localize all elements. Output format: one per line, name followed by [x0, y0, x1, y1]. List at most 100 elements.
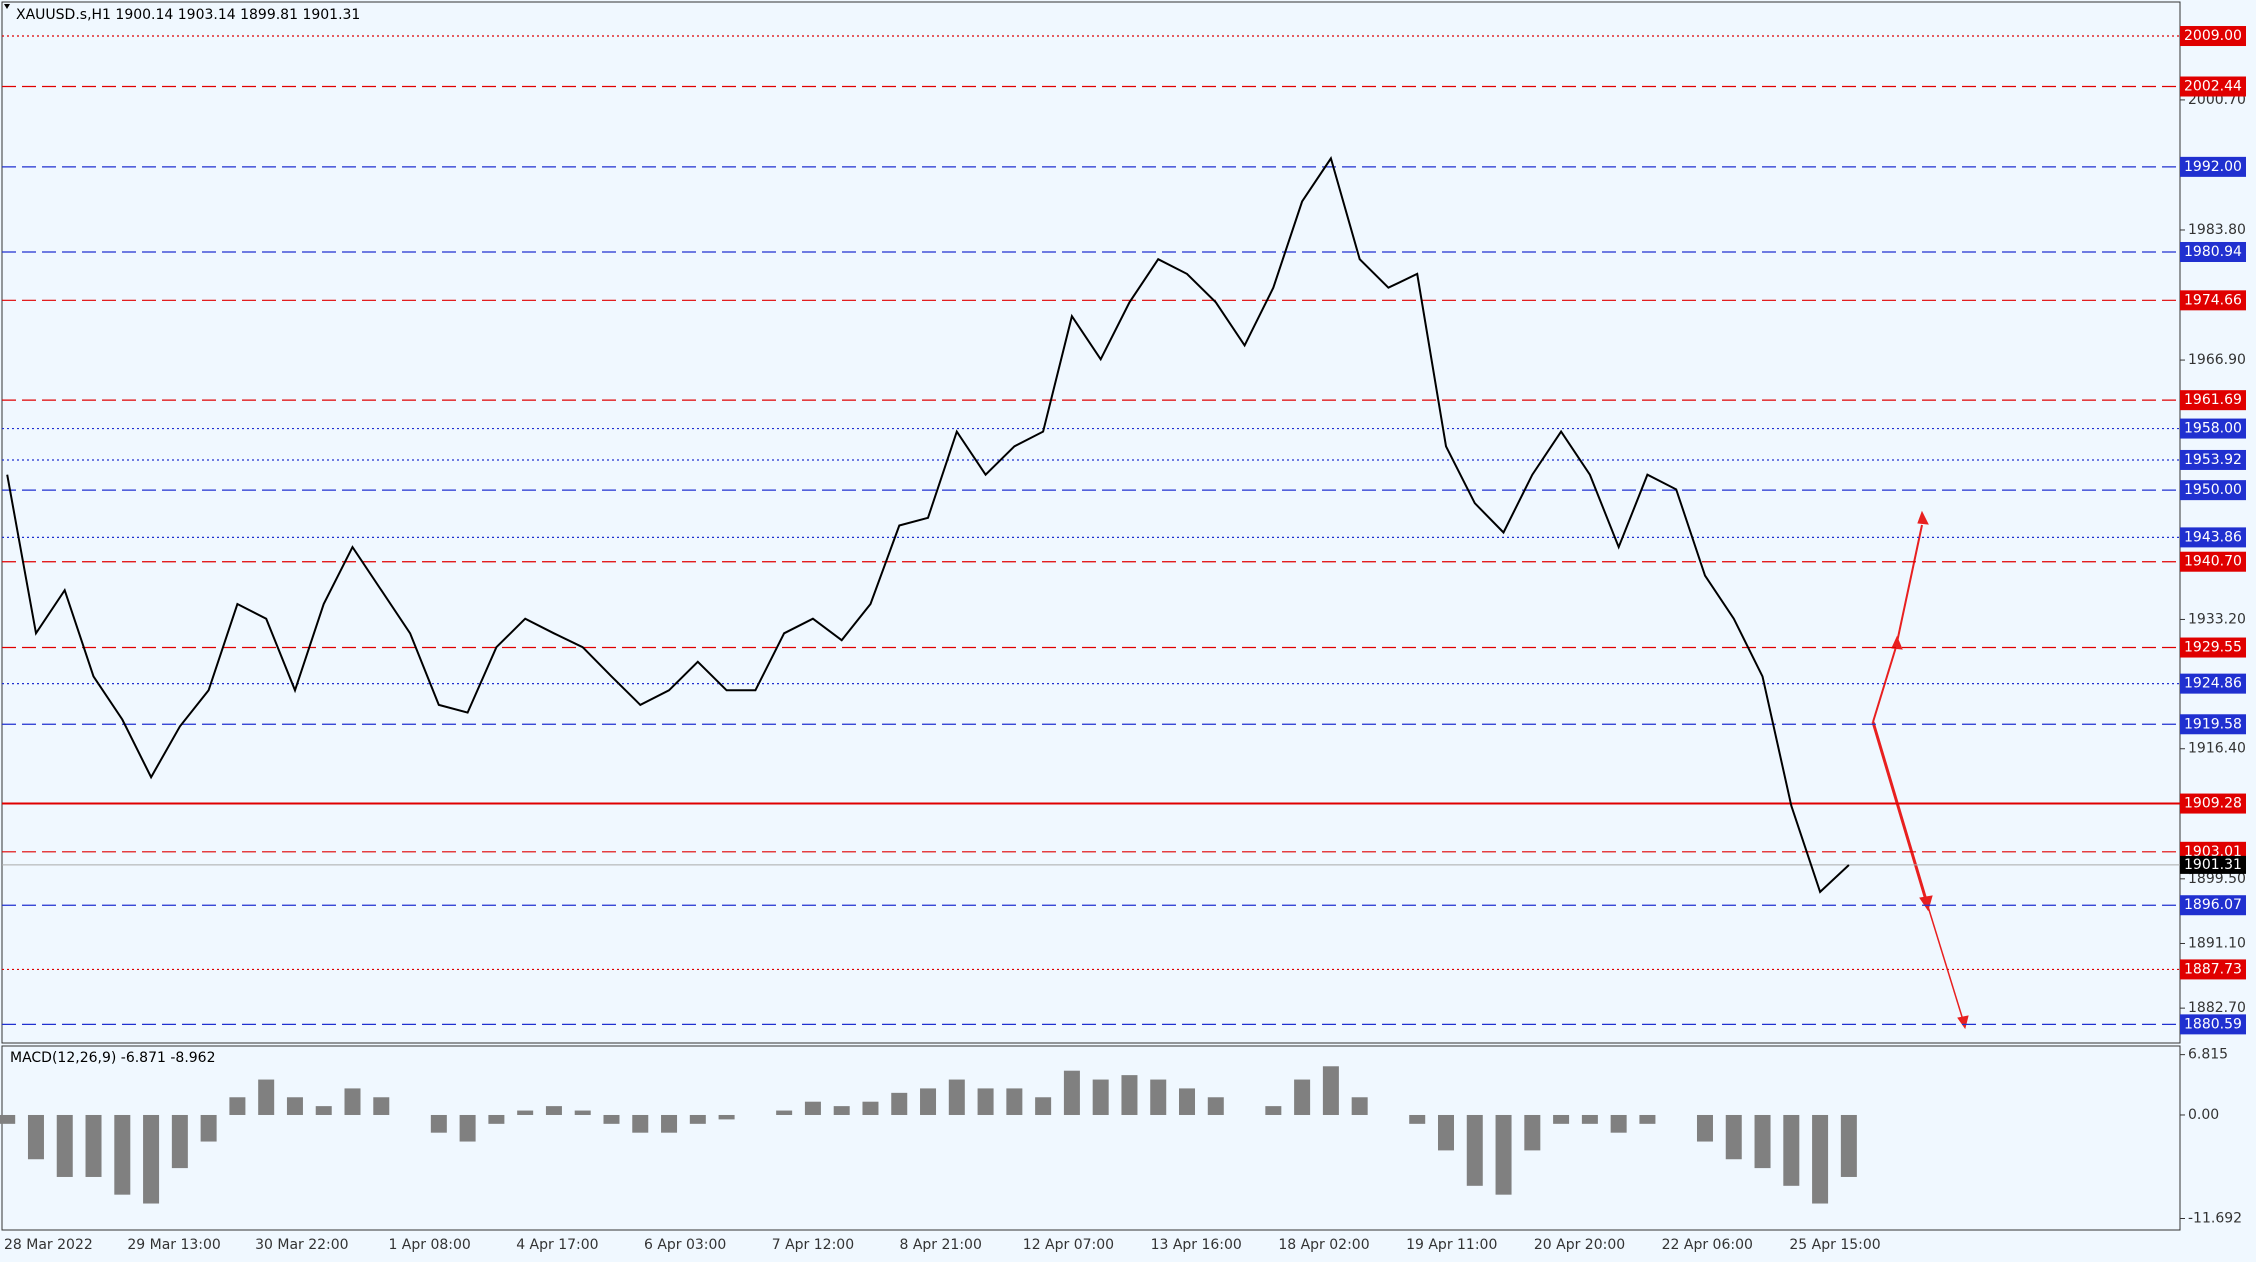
- level-box: [2180, 793, 2246, 814]
- macd-tick-label: 0.00: [2188, 1107, 2219, 1123]
- macd-bar: [27, 1114, 44, 1160]
- x-tick-label: 12 Apr 07:00: [1023, 1237, 1114, 1253]
- level-label: 1880.59: [2184, 1016, 2242, 1032]
- macd-bar: [1409, 1114, 1426, 1124]
- y-tick-label: 1891.10: [2188, 935, 2246, 951]
- level-box: [2180, 527, 2246, 548]
- y-tick-label: 1882.70: [2188, 1000, 2246, 1016]
- level-box: [2180, 449, 2246, 470]
- macd-bar: [1783, 1114, 1800, 1186]
- macd-bar: [833, 1106, 850, 1115]
- macd-bar: [1639, 1114, 1656, 1124]
- level-box: [2180, 290, 2246, 311]
- macd-bar: [488, 1114, 505, 1124]
- level-box: [2180, 390, 2246, 411]
- x-tick-label: 1 Apr 08:00: [388, 1237, 470, 1253]
- level-label: 2002.44: [2184, 79, 2242, 95]
- level-label: 1903.01: [2184, 844, 2242, 860]
- level-label: 1929.55: [2184, 640, 2242, 656]
- level-box: [2180, 76, 2246, 97]
- macd-bar: [1610, 1114, 1627, 1133]
- level-label: 1896.07: [2184, 897, 2242, 913]
- macd-bar: [459, 1114, 476, 1142]
- chart-title: XAUUSD.s,H1 1900.14 1903.14 1899.81 1901…: [16, 7, 360, 23]
- macd-bar: [171, 1114, 188, 1169]
- main-panel: [1, 1, 2181, 1044]
- level-box: [2180, 418, 2246, 439]
- macd-tick-label: -11.692: [2188, 1211, 2242, 1227]
- macd-bar: [1351, 1097, 1368, 1115]
- level-label: 1940.70: [2184, 554, 2242, 570]
- macd-bar: [574, 1110, 591, 1115]
- macd-bar: [1207, 1097, 1224, 1115]
- x-tick-label: 25 Apr 15:00: [1789, 1237, 1880, 1253]
- level-label: 1980.94: [2184, 244, 2242, 260]
- level-box: [2180, 156, 2246, 177]
- macd-bar: [1092, 1079, 1109, 1115]
- y-tick-label: 1899.50: [2188, 871, 2246, 887]
- menu-triangle[interactable]: [4, 4, 10, 9]
- current-price-box: [2180, 855, 2246, 874]
- macd-bar: [229, 1097, 246, 1115]
- macd-bar: [1063, 1070, 1080, 1115]
- price-line: [6, 156, 1850, 894]
- level-label: 1943.86: [2184, 529, 2242, 545]
- macd-bar: [344, 1088, 361, 1115]
- x-tick-label: 20 Apr 20:00: [1534, 1237, 1625, 1253]
- level-box: [2180, 241, 2246, 262]
- y-tick-label: 1983.80: [2188, 222, 2246, 238]
- level-box: [2180, 895, 2246, 916]
- macd-bar: [920, 1088, 937, 1115]
- macd-bar: [689, 1114, 706, 1124]
- macd-bar: [545, 1106, 562, 1115]
- level-box: [2180, 714, 2246, 735]
- forecast-arrows: [1871, 510, 1969, 1030]
- x-tick-label: 19 Apr 11:00: [1406, 1237, 1497, 1253]
- level-label: 1992.00: [2184, 159, 2242, 175]
- y-tick-label: 1966.90: [2188, 352, 2246, 368]
- level-box: [2180, 673, 2246, 694]
- macd-bar: [891, 1092, 908, 1115]
- macd-bar: [1006, 1088, 1023, 1115]
- macd-bar: [862, 1101, 879, 1115]
- macd-bar: [1265, 1106, 1282, 1115]
- macd-bar: [286, 1097, 303, 1115]
- x-tick-label: 4 Apr 17:00: [516, 1237, 598, 1253]
- level-label: 2009.00: [2184, 28, 2242, 44]
- macd-bar: [977, 1088, 994, 1115]
- macd-bar: [0, 1114, 16, 1124]
- macd-bar: [258, 1079, 275, 1115]
- macd-bar: [804, 1101, 821, 1115]
- x-tick-label: 8 Apr 21:00: [899, 1237, 981, 1253]
- macd-bar: [56, 1114, 73, 1177]
- level-label: 1961.69: [2184, 392, 2242, 408]
- macd-bar: [517, 1110, 534, 1115]
- macd-bar: [1581, 1114, 1598, 1124]
- macd-bar: [718, 1114, 735, 1120]
- macd-bar: [430, 1114, 447, 1133]
- x-tick-label: 29 Mar 13:00: [127, 1237, 220, 1253]
- macd-bar: [1322, 1066, 1339, 1115]
- macd-title: MACD(12,26,9) -6.871 -8.962: [10, 1050, 216, 1066]
- macd-bar: [1812, 1114, 1829, 1204]
- current-price-label: 1901.31: [2184, 857, 2242, 873]
- macd-bar: [1150, 1079, 1167, 1115]
- level-label: 1919.58: [2184, 716, 2242, 732]
- macd-bar: [1696, 1114, 1713, 1142]
- x-tick-label: 18 Apr 02:00: [1278, 1237, 1369, 1253]
- level-box: [2180, 551, 2246, 572]
- level-label: 1909.28: [2184, 796, 2242, 812]
- level-box: [2180, 959, 2246, 980]
- x-tick-label: 22 Apr 06:00: [1662, 1237, 1753, 1253]
- x-tick-label: 7 Apr 12:00: [772, 1237, 854, 1253]
- macd-bar: [776, 1110, 793, 1115]
- macd-bar: [1553, 1114, 1570, 1124]
- level-label: 1924.86: [2184, 676, 2242, 692]
- macd-bar: [948, 1079, 965, 1115]
- macd-bar: [1840, 1114, 1857, 1177]
- macd-panel: [1, 1045, 2181, 1231]
- macd-bar: [1179, 1088, 1196, 1115]
- level-box: [2180, 637, 2246, 658]
- macd-bar: [200, 1114, 217, 1142]
